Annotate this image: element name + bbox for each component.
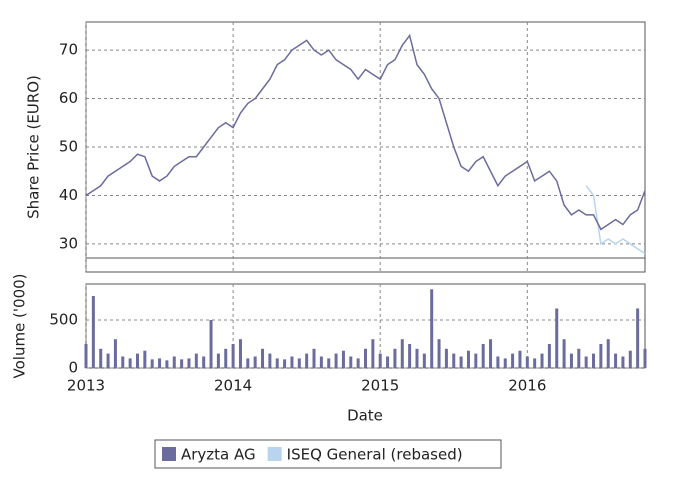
- volume-bar: [386, 356, 390, 368]
- y-tick-label: 70: [59, 41, 78, 59]
- volume-bar: [489, 339, 493, 368]
- volume-bar: [202, 356, 206, 368]
- volume-bar: [364, 348, 367, 368]
- volume-bar: [408, 344, 412, 368]
- volume-bar: [452, 353, 456, 368]
- volume-bar: [400, 339, 404, 368]
- volume-bar: [128, 358, 132, 368]
- volume-bar: [209, 320, 213, 368]
- volume-bar: [113, 339, 117, 368]
- volume-bar: [371, 339, 375, 368]
- volume-bar: [628, 350, 632, 368]
- volume-bar: [444, 348, 448, 368]
- volume-bar: [614, 353, 618, 368]
- volume-bar: [143, 350, 147, 368]
- volume-bar: [187, 358, 191, 368]
- price-line: [585, 185, 646, 255]
- volume-bar: [150, 359, 154, 368]
- volume-bar: [305, 353, 309, 368]
- volume-bar: [511, 353, 515, 368]
- volume-bar: [643, 348, 647, 368]
- volume-bar: [415, 348, 419, 368]
- volume-bar: [327, 358, 331, 368]
- volume-bar: [547, 344, 551, 368]
- volume-bar: [356, 358, 360, 368]
- volume-bar: [319, 356, 323, 368]
- volume-bar: [592, 353, 596, 368]
- volume-bar: [525, 356, 529, 368]
- volume-bar: [430, 289, 434, 368]
- volume-bar: [533, 358, 537, 368]
- volume-bar: [584, 356, 588, 368]
- volume-bar: [261, 348, 265, 368]
- volume-bar: [99, 348, 103, 368]
- volume-bar: [481, 344, 485, 368]
- volume-bar: [312, 348, 316, 368]
- volume-bar: [577, 348, 581, 368]
- y-tick-label: 500: [49, 311, 78, 329]
- y-tick-label: 60: [59, 89, 78, 107]
- volume-bar: [334, 353, 338, 368]
- volume-bar: [268, 353, 272, 368]
- y-axis-label: Share Price (EURO): [25, 75, 43, 219]
- volume-bar: [180, 359, 184, 368]
- x-tick-label: 2016: [508, 377, 546, 395]
- volume-bar: [158, 358, 162, 368]
- volume-bar: [540, 353, 544, 368]
- volume-bar: [121, 356, 125, 368]
- x-axis-label: Date: [347, 407, 383, 425]
- volume-bar: [621, 356, 625, 368]
- x-tick-label: 2014: [214, 377, 252, 395]
- y-tick-label: 0: [68, 359, 78, 377]
- y-tick-label: 30: [59, 234, 78, 252]
- volume-bar: [496, 356, 500, 368]
- volume-bar: [606, 339, 610, 368]
- volume-bar: [555, 308, 559, 368]
- volume-bar: [283, 359, 287, 368]
- volume-bar: [91, 296, 95, 368]
- legend: [154, 439, 502, 469]
- volume-bar: [599, 344, 603, 368]
- y-tick-label: 50: [59, 138, 78, 156]
- volume-bar: [437, 339, 441, 368]
- volume-bar: [378, 353, 382, 368]
- volume-bar: [422, 353, 426, 368]
- price-line: [85, 33, 646, 231]
- volume-bar: [253, 356, 257, 368]
- volume-bar: [165, 360, 169, 368]
- volume-bar: [231, 344, 235, 368]
- volume-bar: [194, 353, 198, 368]
- y-axis-label: Volume ('000): [11, 273, 29, 378]
- legend-swatch: [267, 447, 282, 461]
- volume-bar: [474, 353, 478, 368]
- volume-bar: [106, 353, 110, 368]
- volume-bar: [135, 353, 139, 368]
- x-tick-label: 2013: [67, 377, 105, 395]
- volume-bar: [341, 350, 345, 368]
- volume-bar: [172, 356, 176, 368]
- volume-bar: [238, 339, 242, 368]
- volume-bar: [503, 358, 507, 368]
- volume-bar: [466, 350, 470, 368]
- y-tick-label: 40: [59, 186, 78, 204]
- legend-label: Aryzta AG: [181, 446, 256, 464]
- volume-bar: [290, 356, 294, 368]
- legend-swatch: [162, 447, 176, 461]
- volume-bar: [636, 308, 640, 368]
- volume-bar: [84, 344, 88, 368]
- volume-bar: [562, 339, 566, 368]
- volume-bar: [224, 348, 228, 368]
- volume-bar: [518, 350, 522, 368]
- volume-bar: [297, 358, 301, 368]
- legend-label: ISEQ General (rebased): [287, 446, 463, 464]
- volume-bar: [275, 358, 279, 368]
- volume-bar: [569, 353, 573, 368]
- x-tick-label: 2015: [361, 377, 399, 395]
- volume-bar: [393, 348, 397, 368]
- volume-bar: [349, 356, 353, 368]
- volume-bar: [246, 358, 250, 368]
- volume-bar: [459, 356, 463, 368]
- volume-bar: [216, 353, 220, 368]
